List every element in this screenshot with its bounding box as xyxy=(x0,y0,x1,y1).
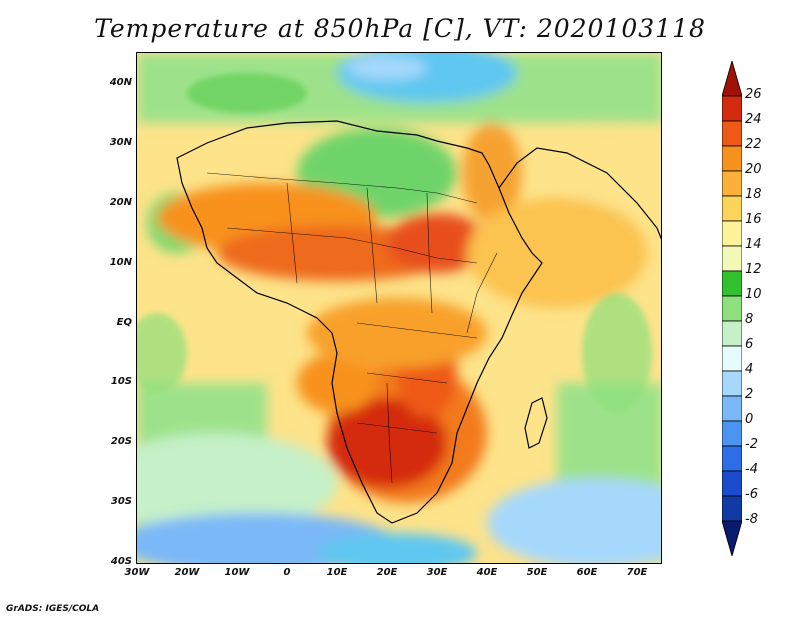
colorbar-label: 22 xyxy=(745,137,762,152)
colorbar-label: 10 xyxy=(745,287,762,302)
lon-label-30e: 30E xyxy=(426,567,448,578)
colorbar-segment xyxy=(722,145,742,172)
colorbar-label: 8 xyxy=(745,312,754,327)
colorbar-label: 2 xyxy=(745,387,754,402)
grads-credit: GrADS: IGES/COLA xyxy=(6,604,100,614)
colorbar xyxy=(722,61,742,556)
lat-label-20s: 20S xyxy=(110,436,132,447)
colorbar-segment xyxy=(722,345,742,372)
colorbar-segment xyxy=(722,320,742,347)
lon-label-10e: 10E xyxy=(326,567,348,578)
lat-label-10s: 10S xyxy=(110,376,132,387)
lon-label-40e: 40E xyxy=(476,567,498,578)
colorbar-bottom-arrow xyxy=(722,520,742,556)
lat-label-eq: EQ xyxy=(116,317,132,328)
colorbar-segment xyxy=(722,120,742,147)
colorbar-segment xyxy=(722,470,742,497)
lat-label-40n: 40N xyxy=(109,77,132,88)
colorbar-label: -2 xyxy=(745,437,758,452)
lon-label-30w: 30W xyxy=(124,567,150,578)
lat-label-10n: 10N xyxy=(109,257,132,268)
colorbar-segment xyxy=(722,445,742,472)
colorbar-label: -4 xyxy=(745,462,758,477)
colorbar-top-arrow xyxy=(722,61,742,97)
colorbar-segment xyxy=(722,270,742,297)
colorbar-segment xyxy=(722,220,742,247)
lat-label-40s: 40S xyxy=(110,556,132,567)
lon-label-50e: 50E xyxy=(526,567,548,578)
map-title: Temperature at 850hPa [C], VT: 202010311… xyxy=(94,14,706,43)
colorbar-label: 12 xyxy=(745,262,762,277)
colorbar-label: 4 xyxy=(745,362,754,377)
temperature-field xyxy=(137,53,661,563)
colorbar-label: 20 xyxy=(745,162,762,177)
colorbar-segment xyxy=(722,295,742,322)
colorbar-segment xyxy=(722,95,742,122)
lon-label-10w: 10W xyxy=(224,567,250,578)
lon-label-0: 0 xyxy=(283,567,291,578)
colorbar-label: -8 xyxy=(745,512,758,527)
lon-label-20e: 20E xyxy=(376,567,398,578)
colorbar-segment xyxy=(722,420,742,447)
colorbar-label: 24 xyxy=(745,112,762,127)
lon-label-70e: 70E xyxy=(626,567,648,578)
temperature-map xyxy=(136,52,662,564)
colorbar-label: 6 xyxy=(745,337,754,352)
lon-label-20w: 20W xyxy=(174,567,200,578)
colorbar-label: 14 xyxy=(745,237,762,252)
lat-label-30n: 30N xyxy=(109,137,132,148)
colorbar-label: 18 xyxy=(745,187,762,202)
coastline xyxy=(176,120,661,524)
colorbar-label: 16 xyxy=(745,212,762,227)
colorbar-segment xyxy=(722,170,742,197)
country-borders xyxy=(206,172,498,484)
lat-label-30s: 30S xyxy=(110,496,132,507)
colorbar-segment xyxy=(722,195,742,222)
colorbar-label: 26 xyxy=(745,87,762,102)
colorbar-label: 0 xyxy=(745,412,754,427)
colorbar-segment xyxy=(722,395,742,422)
lon-label-60e: 60E xyxy=(576,567,598,578)
lat-label-20n: 20N xyxy=(109,197,132,208)
colorbar-segment xyxy=(722,245,742,272)
colorbar-label: -6 xyxy=(745,487,758,502)
colorbar-segment xyxy=(722,495,742,522)
colorbar-segment xyxy=(722,370,742,397)
